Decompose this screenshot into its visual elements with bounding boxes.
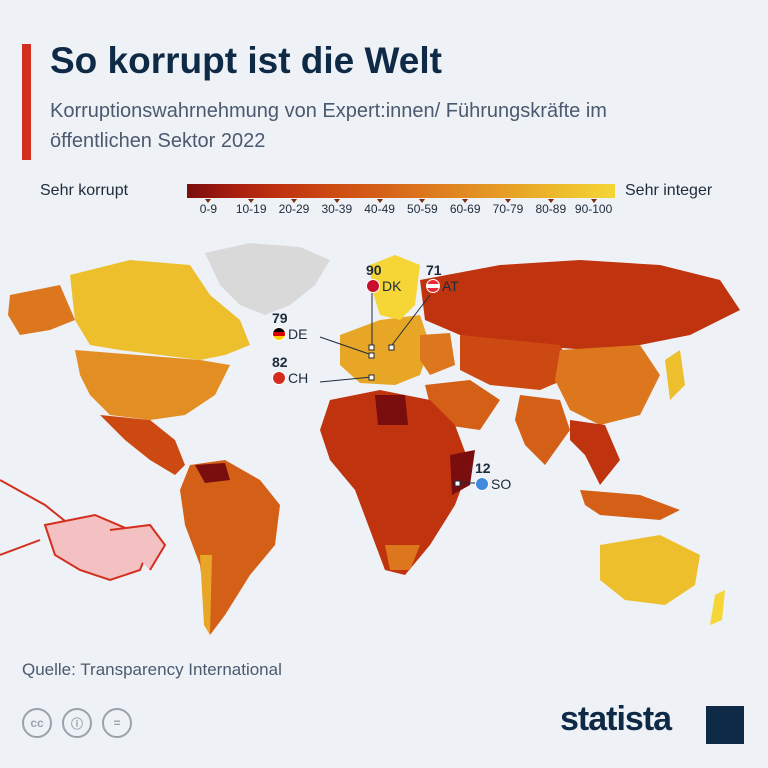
legend-tick-mark bbox=[590, 199, 597, 203]
legend-tick-mark bbox=[505, 199, 511, 203]
callout-so-value: 12 bbox=[475, 460, 491, 476]
callout-ch-value: 82 bbox=[272, 354, 288, 370]
callout-dk: 90 DK bbox=[366, 262, 401, 294]
legend-tick-label: 80-89 bbox=[535, 202, 567, 216]
title-accent-bar bbox=[22, 44, 31, 160]
cc-icon[interactable]: cc bbox=[22, 708, 52, 738]
legend-left-label: Sehr korrupt bbox=[40, 182, 129, 199]
legend-tick-mark bbox=[376, 199, 383, 203]
by-icon[interactable]: ⓘ bbox=[62, 708, 92, 738]
germany-flag-icon bbox=[272, 327, 286, 341]
japan-shape bbox=[665, 350, 685, 400]
indonesia-shape bbox=[580, 490, 680, 520]
legend-tick-mark bbox=[462, 199, 469, 203]
greenland-shape bbox=[205, 243, 330, 315]
callout-de-value: 79 bbox=[272, 310, 288, 326]
page-subtitle: Korruptionswahrnehmung von Expert:innen/… bbox=[50, 100, 607, 152]
callout-at-value: 71 bbox=[426, 262, 442, 278]
denmark-flag-icon bbox=[366, 279, 380, 293]
legend-color-scale bbox=[187, 184, 615, 198]
austria-flag-icon bbox=[426, 279, 440, 293]
southeast-asia-shape bbox=[570, 420, 620, 485]
switzerland-flag-icon bbox=[272, 371, 286, 385]
eastern-europe-shape bbox=[420, 333, 455, 375]
callout-at: 71 AT bbox=[426, 262, 459, 294]
callout-so-code: SO bbox=[491, 476, 512, 492]
legend-right-label: Sehr integer bbox=[625, 182, 713, 199]
handshake-illustration bbox=[0, 479, 167, 582]
callout-lines bbox=[319, 290, 478, 484]
legend-tick-mark bbox=[291, 199, 297, 203]
legend-tick-label: 10-19 bbox=[235, 202, 267, 216]
south-africa-shape bbox=[385, 545, 420, 570]
africa-shape bbox=[320, 390, 470, 575]
chile-uruguay-shape bbox=[200, 555, 212, 635]
world-map-svg bbox=[0, 243, 740, 635]
scandinavia-shape bbox=[370, 255, 420, 320]
legend-tick-label: 70-79 bbox=[492, 202, 524, 216]
libya-shape bbox=[375, 395, 408, 425]
legend-tick-label: 50-59 bbox=[407, 202, 438, 216]
somalia-flag-icon bbox=[475, 477, 489, 491]
legend-tick-label: 90-100 bbox=[574, 202, 613, 216]
callout-at-code: AT bbox=[442, 278, 459, 294]
callout-so: 12 SO bbox=[475, 460, 511, 492]
callout-ch-code: CH bbox=[288, 370, 309, 386]
china-shape bbox=[555, 345, 660, 425]
legend-tick-label: 0-9 bbox=[199, 202, 218, 216]
statista-logo-icon bbox=[706, 706, 744, 744]
australia-shape bbox=[600, 535, 700, 605]
somalia-shape bbox=[450, 450, 475, 495]
russia-shape bbox=[420, 260, 740, 350]
legend-tick-mark bbox=[205, 199, 212, 203]
legend-tick-mark bbox=[333, 199, 340, 203]
callout-de: 79 DE bbox=[272, 310, 307, 342]
legend-tick-label: 20-29 bbox=[278, 202, 310, 216]
license-icons: cc ⓘ = bbox=[22, 708, 132, 738]
callout-dk-code: DK bbox=[382, 278, 402, 294]
central-asia-shape bbox=[460, 335, 575, 390]
source-note: Quelle: Transparency International bbox=[22, 660, 282, 679]
new-zealand-shape bbox=[710, 590, 725, 625]
mexico-shape bbox=[100, 415, 185, 475]
india-shape bbox=[515, 395, 570, 465]
venezuela-shape bbox=[195, 463, 230, 483]
callout-de-code: DE bbox=[288, 326, 308, 342]
legend-tick-mark bbox=[419, 199, 426, 203]
alaska-shape bbox=[8, 285, 75, 335]
legend-tick-label: 30-39 bbox=[321, 202, 353, 216]
nd-icon[interactable]: = bbox=[102, 708, 132, 738]
south-america-shape bbox=[180, 460, 280, 635]
callout-dk-value: 90 bbox=[366, 262, 382, 278]
callout-ch: 82 CH bbox=[272, 354, 308, 386]
legend-tick-mark bbox=[248, 199, 255, 203]
callout-dots bbox=[368, 344, 461, 487]
legend-tick-label: 40-49 bbox=[364, 202, 395, 216]
page-title: So korrupt ist die Welt bbox=[50, 40, 442, 81]
europe-west-shape bbox=[340, 315, 430, 385]
world-map bbox=[0, 225, 768, 665]
legend-tick-mark bbox=[547, 199, 554, 203]
brand-name[interactable]: statista bbox=[560, 700, 672, 738]
canada-shape bbox=[70, 260, 250, 360]
usa-shape bbox=[75, 350, 230, 420]
legend-tick-label: 60-69 bbox=[449, 202, 481, 216]
